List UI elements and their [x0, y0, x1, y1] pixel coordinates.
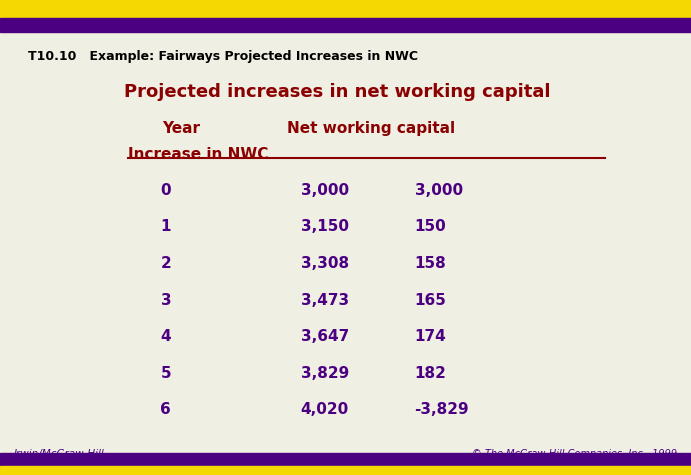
Text: 4: 4 [160, 329, 171, 344]
Text: Irwin/McGraw-Hill: Irwin/McGraw-Hill [14, 449, 104, 459]
Text: 4,020: 4,020 [301, 402, 349, 418]
Text: 165: 165 [415, 293, 446, 308]
Text: 158: 158 [415, 256, 446, 271]
Text: -3,829: -3,829 [415, 402, 469, 418]
Bar [0, 18, 691, 32]
Text: 174: 174 [415, 329, 446, 344]
Text: 2: 2 [160, 256, 171, 271]
Text: 1: 1 [160, 219, 171, 235]
Text: 6: 6 [160, 402, 171, 418]
Bar [0, 453, 691, 466]
Text: 5: 5 [160, 366, 171, 381]
Text: Projected increases in net working capital: Projected increases in net working capit… [124, 83, 551, 101]
Text: 3,308: 3,308 [301, 256, 349, 271]
Text: 3,000: 3,000 [301, 183, 349, 198]
Text: 3,473: 3,473 [301, 293, 349, 308]
Text: 150: 150 [415, 219, 446, 235]
Bar [0, 466, 691, 475]
Text: Net working capital: Net working capital [287, 121, 455, 136]
Text: Increase in NWC: Increase in NWC [128, 147, 268, 162]
Bar [0, 0, 691, 18]
Text: 0: 0 [160, 183, 171, 198]
Text: 3,647: 3,647 [301, 329, 349, 344]
Text: 3,829: 3,829 [301, 366, 349, 381]
Text: 3,150: 3,150 [301, 219, 349, 235]
Text: 182: 182 [415, 366, 446, 381]
Text: Year: Year [162, 121, 200, 136]
Text: T10.10   Example: Fairways Projected Increases in NWC: T10.10 Example: Fairways Projected Incre… [28, 50, 417, 63]
Text: 3: 3 [160, 293, 171, 308]
Text: 3,000: 3,000 [415, 183, 463, 198]
Text: © The McGraw-Hill Companies, Inc.  1999: © The McGraw-Hill Companies, Inc. 1999 [472, 449, 677, 459]
